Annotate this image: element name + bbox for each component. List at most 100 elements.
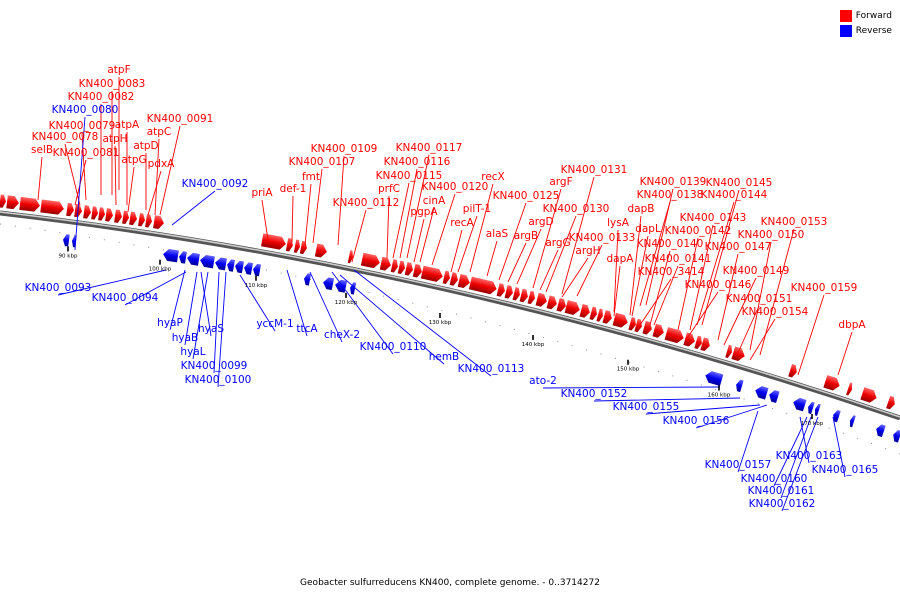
label-leader [159, 125, 181, 216]
forward-gene [642, 320, 652, 335]
gene-label: atpH [102, 133, 127, 145]
scale-tick-mark [811, 414, 813, 420]
forward-gene [468, 276, 497, 295]
label-leader [576, 244, 603, 297]
forward-gene [519, 288, 528, 303]
label-leader [399, 168, 418, 259]
forward-gene [129, 211, 137, 226]
reverse-gene [235, 260, 244, 274]
forward-gene [261, 233, 286, 250]
forward-gene [19, 196, 40, 212]
label-leader [561, 176, 595, 295]
label-leader [781, 416, 819, 512]
gene-label: KN400_0162 [749, 498, 816, 510]
forward-gene [512, 287, 520, 301]
label-leader [469, 183, 494, 273]
gene-label: pdxA [148, 158, 176, 170]
gene-label: KN400_0147 [705, 241, 772, 253]
label-leader [737, 410, 759, 473]
gene-label: KN400_0141 [645, 253, 712, 265]
gene-label: pgpA [410, 206, 438, 218]
label-leader [749, 241, 772, 351]
label-leader [685, 291, 719, 341]
genome-backbone [0, 210, 900, 421]
gene-label: KN400_0140 [637, 238, 704, 250]
label-leader [695, 404, 768, 429]
reverse-swatch [839, 24, 852, 37]
gene-label: prfC [378, 183, 400, 195]
gene-label: KN400_0091 [147, 113, 214, 125]
gene-label: KN400_0093 [25, 282, 92, 294]
label-leader [184, 271, 198, 346]
gene-label: hyaB [172, 332, 199, 344]
forward-gene [556, 298, 566, 312]
inner-dotted-track [0, 223, 900, 455]
label-leader [213, 271, 220, 374]
gene-label: KN400_3414 [638, 266, 705, 278]
label-leader [192, 271, 209, 360]
label-leader [717, 253, 739, 341]
label-leader [593, 397, 741, 402]
gene-label: KN400_0131 [561, 164, 628, 176]
label-leader [701, 189, 740, 326]
reverse-gene [227, 259, 235, 272]
forward-gene [420, 265, 443, 282]
genome-backbone-highlight [0, 211, 900, 418]
label-leader [457, 215, 478, 273]
gene-label: KN400_0154 [742, 306, 809, 318]
reverse-gene [769, 390, 780, 404]
label-leader [291, 195, 294, 243]
legend-reverse-label: Reverse [855, 25, 892, 36]
forward-gene [299, 240, 307, 255]
scale-tick-label: 110 kbp [245, 283, 268, 289]
label-leader [639, 278, 672, 326]
scale-tick-mark [345, 292, 347, 298]
gene-label: atpD [133, 140, 158, 152]
label-leader [337, 155, 345, 246]
gene-label: argH [575, 245, 600, 257]
gene-label: fmt [302, 171, 320, 183]
legend-forward-label: Forward [855, 10, 892, 21]
gene-label: KN400_0094 [92, 292, 159, 304]
label-leader [74, 116, 86, 251]
gene-label: hemB [429, 351, 460, 363]
scale-tick-mark [627, 359, 629, 365]
gene-label: KN400_0100 [185, 374, 252, 386]
forward-gene [397, 260, 405, 275]
scale-tick-label: 140 kbp [522, 342, 545, 348]
gene-label: atpG [121, 154, 146, 166]
gene-label: yccM-1 [256, 318, 293, 330]
forward-gene [138, 213, 145, 227]
forward-gene [564, 300, 580, 315]
gene-label: cinA [423, 195, 446, 207]
gene-label: KN400_0153 [761, 216, 828, 228]
gene-label: KN400_0152 [561, 388, 628, 400]
reverse-gene [304, 273, 312, 286]
reverse-gene [876, 424, 886, 438]
scale-tick-mark [439, 312, 441, 318]
gene-label: pilT-1 [463, 203, 491, 215]
reverse-gene [163, 248, 179, 263]
reverse-gene [335, 279, 348, 293]
scale-ticks: 90 kbp 100 kbp 110 kbp 120 kbp 130 kbp 140 kb… [59, 246, 824, 427]
gene-label: KN400_0150 [738, 229, 805, 241]
gene-label: KN400_0157 [705, 459, 772, 471]
label-leader [127, 166, 135, 213]
gene-label: KN400_0116 [384, 156, 451, 168]
forward-gene [683, 332, 695, 347]
gene-label: KN400_0145 [706, 177, 773, 189]
gene-label: recX [481, 171, 505, 183]
forward-gene [285, 238, 293, 252]
reverse-gene [808, 401, 815, 415]
label-leader-lines [37, 77, 853, 512]
label-leader [312, 168, 323, 244]
forward-swatch [839, 9, 852, 22]
label-leader [832, 416, 846, 478]
forward-gene [596, 308, 603, 322]
gene-label: KN400_0115 [376, 170, 443, 182]
gene-label: KN400_0113 [458, 363, 525, 375]
gene-label: dbpA [838, 319, 866, 331]
gene-label: argD [528, 216, 553, 228]
